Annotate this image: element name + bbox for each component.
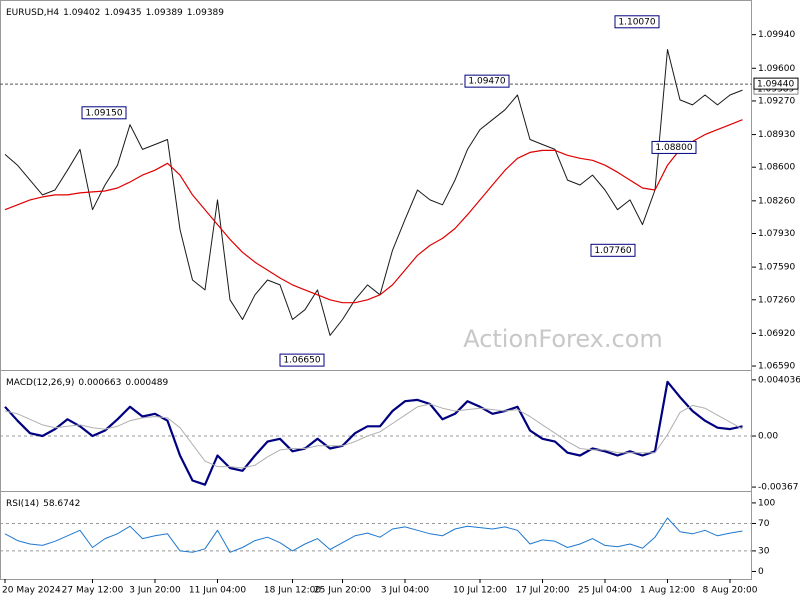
y-tick-label: -0.00367 [758, 483, 798, 493]
last-price-label: 1.09389 [757, 85, 794, 95]
annotation-label: 1.09150 [85, 108, 122, 118]
x-tick-label: 17 Jul 20:00 [516, 586, 570, 596]
annotation-box [590, 243, 636, 257]
y-tick-label: 1.07590 [758, 263, 795, 273]
series-line [4, 517, 743, 553]
header-value: 58.6742 [43, 499, 80, 509]
x-tick-label: 25 Jun 20:00 [314, 586, 371, 596]
annotation-box [464, 74, 510, 88]
annotation-box [279, 353, 325, 367]
panel-title: EURUSD,H4 [6, 8, 59, 18]
price-box [753, 77, 799, 90]
y-tick-label: 1.08260 [758, 196, 795, 206]
annotation-label: 1.10070 [618, 17, 655, 27]
y-tick-label: 1.09600 [758, 64, 795, 74]
annotation-label: 1.06650 [283, 356, 320, 366]
y-tick-label: 0 [758, 567, 764, 577]
panel-header: MACD(12,26,9) 0.000663 0.000489 [6, 378, 169, 388]
y-tick-label: 30 [758, 546, 770, 556]
series-line [4, 49, 743, 336]
annotation-box [614, 15, 660, 29]
watermark: ActionForex.com [463, 325, 663, 353]
y-tick-label: 1.09940 [758, 30, 795, 40]
annotation-label: 1.08800 [655, 143, 692, 153]
header-value: 1.09402 [63, 8, 100, 18]
x-tick-label: 8 Aug 20:00 [703, 586, 758, 596]
y-tick-label: 1.06920 [758, 329, 795, 339]
x-tick-label: 3 Jul 04:00 [381, 586, 430, 596]
panel-header: RSI(14) 58.6742 [6, 499, 80, 509]
panel-header: EURUSD,H4 1.09402 1.09435 1.09389 1.09389 [6, 8, 224, 18]
header-value: 1.09389 [187, 8, 224, 18]
header-value: 1.09435 [104, 8, 141, 18]
y-tick-label: 100 [758, 498, 775, 508]
annotation-box [81, 106, 127, 120]
x-tick-label: 18 Jun 12:00 [264, 586, 321, 596]
annotation-label: 1.09470 [468, 77, 505, 87]
panel-title: MACD(12,26,9) [6, 378, 74, 388]
header-value: 0.000663 [78, 378, 121, 388]
x-tick-label: 3 Jun 20:00 [129, 586, 181, 596]
x-tick-label: 11 Jun 04:00 [189, 586, 246, 596]
x-tick-label: 1 Aug 12:00 [640, 586, 695, 596]
y-tick-label: 0.004036 [758, 375, 800, 385]
series-line [4, 380, 743, 486]
plot-frame [0, 0, 752, 580]
x-tick-label: 10 Jul 12:00 [453, 586, 507, 596]
series-line [4, 403, 743, 469]
y-tick-label: 1.08930 [758, 130, 795, 140]
y-tick-label: 1.06590 [758, 362, 795, 372]
price-label: 1.09440 [757, 80, 794, 90]
header-value: 1.09389 [146, 8, 183, 18]
series-line [4, 119, 743, 304]
y-tick-label: 1.08600 [758, 163, 795, 173]
x-tick-label: 25 Jul 04:00 [578, 586, 632, 596]
x-tick-label: 27 May 12:00 [62, 586, 124, 596]
panel-title: RSI(14) [6, 499, 39, 509]
y-tick-label: 1.07930 [758, 229, 795, 239]
annotation-label: 1.07760 [594, 246, 631, 256]
y-tick-label: 1.07260 [758, 295, 795, 305]
x-tick-label: 20 May 2024 [2, 586, 61, 596]
y-tick-label: 70 [758, 519, 770, 529]
header-value: 0.000489 [125, 378, 168, 388]
y-tick-label: 0.00 [758, 432, 778, 442]
annotation-box [651, 140, 697, 154]
y-tick-label: 1.09270 [758, 96, 795, 106]
